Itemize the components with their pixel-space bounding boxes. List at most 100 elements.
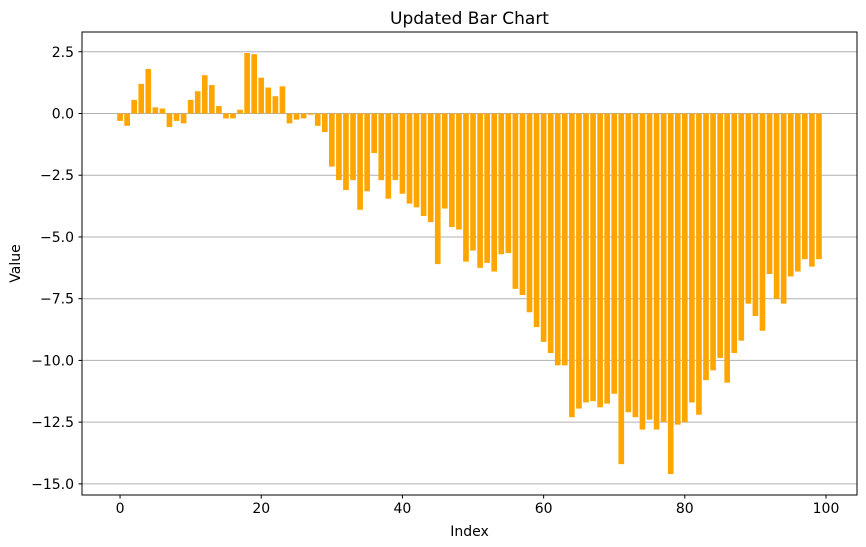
x-tick-label: 20 [252, 501, 270, 517]
bar [809, 113, 815, 267]
bar [484, 113, 490, 263]
bar [491, 113, 498, 272]
bar [745, 113, 752, 304]
bar [597, 113, 603, 408]
bar [794, 113, 801, 272]
bar [681, 113, 688, 423]
x-axis-label: Index [450, 524, 489, 540]
bar [738, 113, 745, 341]
bar [329, 113, 335, 167]
bar [498, 113, 505, 255]
bar [533, 113, 540, 328]
bar [251, 54, 258, 114]
bar [300, 113, 307, 119]
y-tick-label: −10.0 [31, 353, 74, 369]
bar [618, 113, 625, 465]
bar [512, 113, 519, 289]
bar [357, 113, 363, 210]
bar [286, 113, 293, 124]
bar [590, 113, 596, 402]
chart-title: Updated Bar Chart [390, 9, 549, 29]
bar [117, 113, 123, 121]
bar [724, 113, 730, 383]
x-axis-ticks: 0 20 40 60 80 100 [116, 495, 840, 517]
bar [321, 113, 328, 133]
bar [434, 113, 441, 265]
bar [307, 113, 314, 115]
bar [646, 113, 653, 420]
bar [392, 113, 399, 181]
y-tick-label: −2.5 [40, 168, 74, 184]
bar [399, 113, 406, 194]
bar [780, 113, 787, 304]
bar [802, 113, 808, 260]
y-tick-label: −15.0 [31, 477, 74, 493]
bar [420, 113, 427, 216]
bar [667, 113, 674, 475]
bar [138, 83, 145, 114]
bar [689, 113, 695, 403]
bar [173, 113, 180, 121]
bar [456, 113, 462, 230]
x-tick-label: 0 [116, 501, 125, 517]
bar [378, 113, 385, 181]
bar [237, 109, 243, 114]
bar [717, 113, 723, 358]
bar [201, 75, 208, 114]
bar [611, 113, 618, 394]
bar [187, 99, 194, 114]
bar [194, 91, 201, 114]
bar [674, 113, 681, 425]
bar [710, 113, 716, 371]
bar [604, 113, 610, 404]
x-tick-label: 80 [676, 501, 694, 517]
x-tick-label: 100 [813, 501, 840, 517]
bar [505, 113, 512, 254]
bar [477, 113, 483, 268]
bar [314, 113, 321, 126]
bar [569, 113, 575, 418]
bar [152, 107, 159, 114]
x-tick-label: 40 [394, 501, 412, 517]
bar [540, 113, 547, 342]
bar [554, 113, 561, 366]
bar [816, 113, 822, 260]
bar [343, 113, 349, 191]
bar [463, 113, 469, 262]
bar [470, 113, 476, 251]
bar [773, 113, 780, 299]
bar [350, 113, 356, 181]
bar [766, 113, 773, 274]
y-axis-ticks: 2.5 0.0 −2.5 −5.0 −7.5 −10.0 −12.5 −15.0 [31, 45, 82, 493]
y-tick-label: −5.0 [40, 230, 74, 246]
bar [449, 113, 455, 228]
bar [752, 113, 759, 316]
bar [632, 113, 639, 418]
bar [660, 113, 667, 423]
bar [703, 113, 709, 381]
y-tick-label: 0.0 [52, 106, 74, 122]
bar [166, 113, 173, 128]
bar [519, 113, 526, 295]
bar [159, 108, 166, 114]
bar [427, 113, 434, 223]
bar [583, 113, 589, 403]
bar [230, 113, 236, 119]
bars [117, 52, 822, 475]
bar [145, 69, 152, 114]
bar [223, 113, 229, 119]
bar [279, 86, 286, 114]
bar [385, 113, 392, 199]
bar [696, 113, 702, 415]
bar [272, 96, 279, 114]
x-tick-label: 60 [535, 501, 553, 517]
plot-border [81, 31, 858, 496]
bar [413, 113, 420, 208]
bar [526, 113, 533, 313]
bar [759, 113, 766, 331]
bar [441, 113, 448, 209]
bar [576, 113, 582, 409]
bar [209, 85, 215, 114]
bar [293, 113, 300, 120]
